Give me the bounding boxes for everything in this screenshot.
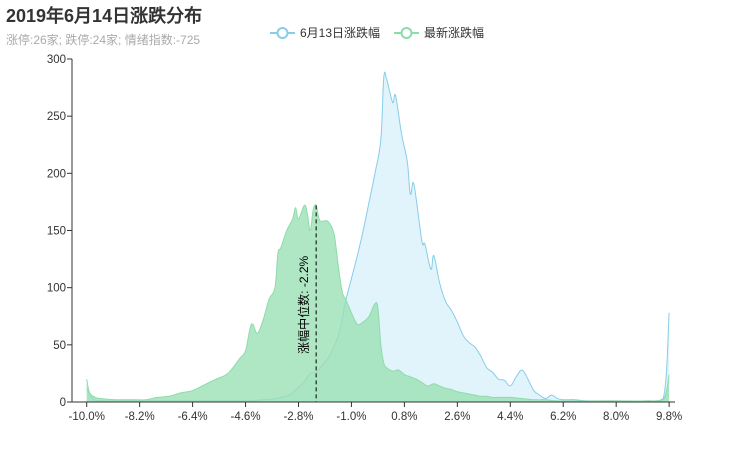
legend-label: 最新涨跌幅 bbox=[424, 26, 485, 40]
x-tick-label: -6.4% bbox=[178, 411, 208, 423]
y-tick-label: 50 bbox=[53, 340, 66, 352]
legend-circle-icon bbox=[394, 26, 420, 39]
legend-item-series-2[interactable]: 最新涨跌幅 bbox=[394, 24, 484, 41]
legend-circle-icon bbox=[270, 26, 295, 39]
chart-subtitle: 涨停:26家; 跌停:24家; 情绪指数:-725 bbox=[6, 33, 201, 47]
median-label: 涨幅中位数: -2.2% bbox=[296, 255, 311, 353]
legend-label: 6月13日涨跌幅 bbox=[300, 26, 381, 40]
y-tick-label: 150 bbox=[47, 226, 66, 238]
y-tick-label: 100 bbox=[47, 283, 66, 295]
y-tick-label: 250 bbox=[47, 111, 66, 123]
x-tick-label: -10.0% bbox=[68, 411, 104, 423]
chart-title: 2019年6月14日涨跌分布 bbox=[6, 6, 203, 26]
x-tick-label: 0.8% bbox=[391, 411, 417, 423]
y-tick-label: 200 bbox=[47, 168, 66, 180]
x-tick-label: 4.4% bbox=[497, 411, 523, 423]
x-tick-label: 9.8% bbox=[656, 411, 682, 423]
legend: 6月13日涨跌幅 最新涨跌幅 bbox=[270, 24, 484, 41]
x-tick-label: 2.6% bbox=[444, 411, 470, 423]
x-tick-label: 8.0% bbox=[603, 411, 629, 423]
x-tick-label: -4.6% bbox=[231, 411, 261, 423]
series-line-2 bbox=[86, 204, 670, 402]
series-area-1 bbox=[86, 72, 670, 403]
series-area-2 bbox=[86, 204, 670, 402]
y-tick-label: 300 bbox=[47, 54, 66, 66]
x-tick-label: -1.0% bbox=[336, 411, 366, 423]
x-tick-label: -2.8% bbox=[283, 411, 313, 423]
legend-item-series-1[interactable]: 6月13日涨跌幅 bbox=[270, 24, 380, 41]
x-tick-label: -8.2% bbox=[125, 411, 155, 423]
x-tick-label: 6.2% bbox=[550, 411, 576, 423]
y-tick-label: 0 bbox=[60, 397, 66, 409]
